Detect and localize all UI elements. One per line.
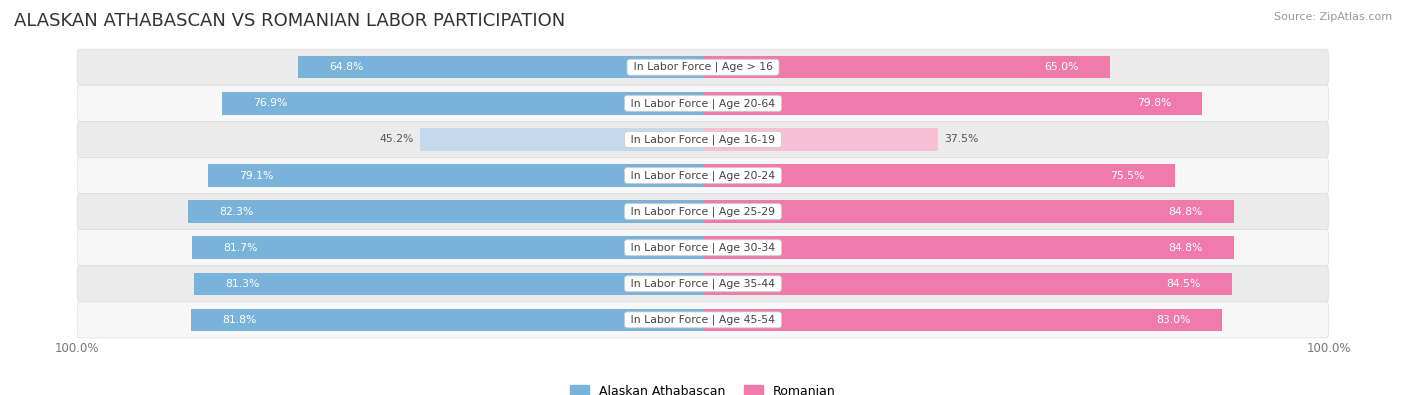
FancyBboxPatch shape bbox=[77, 49, 1329, 85]
FancyBboxPatch shape bbox=[77, 302, 1329, 338]
Text: 84.8%: 84.8% bbox=[1168, 207, 1202, 216]
Bar bbox=[703, 237, 1233, 259]
Text: 81.3%: 81.3% bbox=[225, 279, 260, 289]
FancyBboxPatch shape bbox=[77, 194, 1329, 229]
Text: 81.7%: 81.7% bbox=[224, 243, 257, 253]
Text: Source: ZipAtlas.com: Source: ZipAtlas.com bbox=[1274, 12, 1392, 22]
Bar bbox=[298, 56, 703, 79]
FancyBboxPatch shape bbox=[77, 266, 1329, 302]
Text: 79.8%: 79.8% bbox=[1136, 98, 1171, 108]
Text: 64.8%: 64.8% bbox=[329, 62, 363, 72]
Text: 75.5%: 75.5% bbox=[1109, 171, 1144, 181]
Text: ALASKAN ATHABASCAN VS ROMANIAN LABOR PARTICIPATION: ALASKAN ATHABASCAN VS ROMANIAN LABOR PAR… bbox=[14, 12, 565, 30]
Bar bbox=[703, 200, 1233, 223]
Text: In Labor Force | Age 20-24: In Labor Force | Age 20-24 bbox=[627, 170, 779, 181]
FancyBboxPatch shape bbox=[77, 229, 1329, 266]
Text: 45.2%: 45.2% bbox=[380, 134, 413, 145]
Bar bbox=[208, 164, 703, 187]
Text: In Labor Force | Age > 16: In Labor Force | Age > 16 bbox=[630, 62, 776, 73]
Text: 76.9%: 76.9% bbox=[253, 98, 287, 108]
Bar bbox=[420, 128, 703, 150]
Text: 79.1%: 79.1% bbox=[239, 171, 274, 181]
Bar bbox=[703, 56, 1109, 79]
Text: 83.0%: 83.0% bbox=[1157, 315, 1191, 325]
Text: In Labor Force | Age 35-44: In Labor Force | Age 35-44 bbox=[627, 278, 779, 289]
Bar bbox=[194, 273, 703, 295]
Bar bbox=[222, 92, 703, 115]
Bar bbox=[191, 237, 703, 259]
Text: 84.8%: 84.8% bbox=[1168, 243, 1202, 253]
Bar bbox=[703, 92, 1202, 115]
Bar bbox=[703, 164, 1175, 187]
Text: 82.3%: 82.3% bbox=[219, 207, 253, 216]
Text: In Labor Force | Age 45-54: In Labor Force | Age 45-54 bbox=[627, 314, 779, 325]
FancyBboxPatch shape bbox=[77, 85, 1329, 121]
Text: 84.5%: 84.5% bbox=[1166, 279, 1201, 289]
Text: 37.5%: 37.5% bbox=[943, 134, 979, 145]
Legend: Alaskan Athabascan, Romanian: Alaskan Athabascan, Romanian bbox=[571, 385, 835, 395]
Bar bbox=[703, 273, 1232, 295]
Text: In Labor Force | Age 20-64: In Labor Force | Age 20-64 bbox=[627, 98, 779, 109]
FancyBboxPatch shape bbox=[77, 158, 1329, 194]
Bar bbox=[703, 308, 1222, 331]
FancyBboxPatch shape bbox=[77, 121, 1329, 158]
Text: In Labor Force | Age 30-34: In Labor Force | Age 30-34 bbox=[627, 243, 779, 253]
Text: In Labor Force | Age 16-19: In Labor Force | Age 16-19 bbox=[627, 134, 779, 145]
Text: In Labor Force | Age 25-29: In Labor Force | Age 25-29 bbox=[627, 206, 779, 217]
Text: 81.8%: 81.8% bbox=[222, 315, 257, 325]
Bar bbox=[191, 308, 703, 331]
Text: 65.0%: 65.0% bbox=[1043, 62, 1078, 72]
Bar bbox=[703, 128, 938, 150]
Bar bbox=[188, 200, 703, 223]
